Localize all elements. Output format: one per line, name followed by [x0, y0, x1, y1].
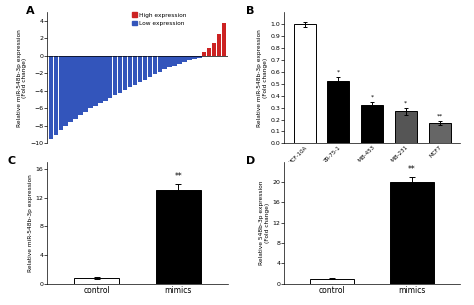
Bar — [73, 56, 78, 119]
Bar — [68, 56, 73, 122]
Bar — [177, 56, 182, 64]
Bar — [143, 56, 147, 80]
Bar — [173, 56, 177, 66]
Bar — [310, 278, 354, 284]
Bar — [64, 56, 68, 126]
Y-axis label: Relative miR-548b-3p expression: Relative miR-548b-3p expression — [27, 174, 33, 271]
Bar — [88, 56, 93, 108]
Y-axis label: Relative miR-548b-3p expression
(Fold change): Relative miR-548b-3p expression (Fold ch… — [257, 29, 268, 127]
Bar — [118, 56, 122, 93]
Bar — [390, 182, 434, 284]
Bar — [54, 56, 58, 135]
Text: D: D — [246, 156, 255, 166]
Bar — [182, 56, 187, 62]
Bar — [49, 56, 53, 139]
Bar — [153, 56, 157, 74]
Legend: High expression, Low expression: High expression, Low expression — [132, 13, 186, 26]
Bar — [328, 81, 349, 143]
Text: C: C — [8, 156, 16, 166]
Text: *: * — [371, 94, 374, 99]
Text: A: A — [26, 5, 35, 16]
Bar — [202, 52, 207, 56]
Bar — [93, 56, 98, 106]
Y-axis label: Relative 548b-3p expression
(Fold change): Relative 548b-3p expression (Fold change… — [259, 181, 270, 265]
Bar — [428, 123, 450, 143]
Bar — [113, 56, 118, 95]
Text: *: * — [404, 100, 407, 105]
Bar — [395, 111, 417, 143]
Bar — [138, 56, 142, 82]
Bar — [197, 56, 201, 58]
Y-axis label: Relative miR-548b-3p expression
(Fold change): Relative miR-548b-3p expression (Fold ch… — [17, 29, 27, 127]
Bar — [222, 23, 226, 56]
Bar — [156, 190, 201, 284]
Bar — [74, 278, 119, 284]
Bar — [167, 56, 172, 67]
Bar — [217, 34, 221, 56]
Bar — [294, 24, 316, 143]
Bar — [78, 56, 83, 115]
Text: *: * — [337, 69, 340, 74]
Bar — [212, 43, 217, 56]
Bar — [103, 56, 108, 101]
Bar — [123, 56, 128, 90]
Bar — [133, 56, 137, 85]
Bar — [83, 56, 88, 112]
Text: B: B — [246, 5, 254, 16]
Bar — [147, 56, 152, 77]
Bar — [108, 56, 112, 98]
Text: **: ** — [437, 113, 443, 118]
Text: **: ** — [408, 165, 416, 174]
Bar — [187, 56, 191, 60]
Text: **: ** — [174, 172, 182, 181]
Bar — [207, 48, 211, 56]
Bar — [98, 56, 102, 103]
Bar — [361, 105, 383, 143]
Bar — [163, 56, 167, 69]
Bar — [192, 56, 197, 59]
Bar — [58, 56, 63, 130]
Bar — [128, 56, 132, 88]
Bar — [157, 56, 162, 72]
